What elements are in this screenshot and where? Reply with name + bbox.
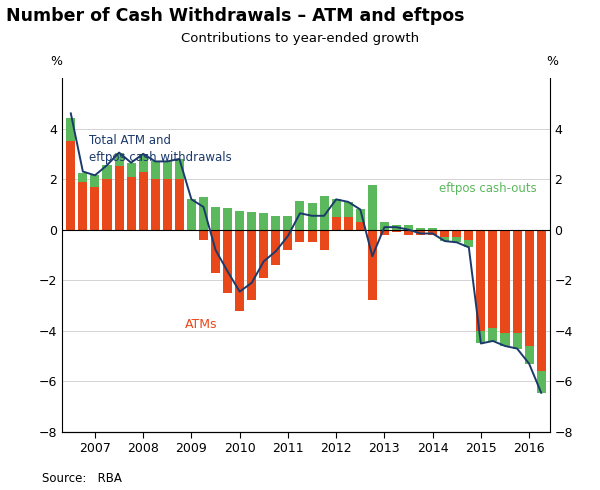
Bar [368, 230, 377, 300]
Bar [66, 119, 76, 141]
Bar [271, 230, 280, 265]
Bar [295, 200, 304, 230]
Bar [295, 230, 304, 243]
Bar [79, 182, 88, 230]
Bar [211, 230, 220, 272]
Bar [139, 154, 148, 172]
Bar [356, 222, 365, 230]
Bar [524, 346, 533, 364]
Bar [452, 230, 461, 237]
Bar [392, 230, 401, 232]
Bar [247, 212, 256, 230]
Bar [103, 165, 112, 179]
Bar [151, 161, 160, 179]
Bar [259, 230, 268, 278]
Bar [115, 152, 124, 167]
Bar [187, 199, 196, 230]
Bar [500, 333, 509, 346]
Bar [66, 141, 76, 230]
Bar [127, 176, 136, 230]
Bar [416, 230, 425, 235]
Bar [163, 161, 172, 179]
Bar [115, 167, 124, 230]
Bar [91, 175, 100, 187]
Bar [476, 331, 485, 343]
Bar [476, 230, 485, 331]
Bar [512, 333, 521, 348]
Bar [308, 203, 317, 230]
Text: Number of Cash Withdrawals – ATM and eftpos: Number of Cash Withdrawals – ATM and eft… [6, 7, 464, 25]
Bar [524, 230, 533, 346]
Bar [356, 209, 365, 222]
Bar [332, 217, 341, 230]
Bar [536, 371, 546, 393]
Text: Total ATM and: Total ATM and [89, 134, 171, 147]
Bar [428, 228, 437, 230]
Bar [223, 208, 232, 230]
Bar [259, 213, 268, 230]
Bar [223, 230, 232, 293]
Bar [91, 187, 100, 230]
Bar [416, 228, 425, 230]
Bar [103, 179, 112, 230]
Bar [175, 159, 184, 179]
Bar [392, 224, 401, 230]
Bar [235, 211, 244, 230]
Bar [464, 230, 473, 240]
Bar [79, 173, 88, 182]
Bar [235, 230, 244, 311]
Text: ATMs: ATMs [185, 318, 218, 331]
Bar [139, 172, 148, 230]
Bar [440, 230, 449, 237]
Bar [500, 230, 509, 333]
Bar [380, 230, 389, 235]
Bar [440, 237, 449, 241]
Bar [283, 216, 292, 230]
Bar [344, 202, 353, 217]
Bar [512, 230, 521, 333]
Bar [404, 224, 413, 230]
Bar [271, 216, 280, 230]
Bar [452, 237, 461, 243]
Bar [175, 179, 184, 230]
Bar [199, 230, 208, 240]
Bar [163, 179, 172, 230]
Bar [536, 230, 546, 371]
Bar [488, 328, 497, 341]
Text: eftpos cash-outs: eftpos cash-outs [439, 182, 536, 195]
Bar [368, 185, 377, 230]
Text: %: % [50, 55, 62, 68]
Bar [464, 240, 473, 247]
Text: Contributions to year-ended growth: Contributions to year-ended growth [181, 32, 419, 45]
Bar [320, 230, 329, 250]
Bar [283, 230, 292, 250]
Text: eftpos cash withdrawals: eftpos cash withdrawals [89, 151, 232, 164]
Bar [332, 199, 341, 217]
Bar [211, 207, 220, 230]
Bar [127, 163, 136, 176]
Bar [488, 230, 497, 328]
Text: %: % [546, 55, 558, 68]
Bar [344, 217, 353, 230]
Bar [428, 230, 437, 235]
Bar [404, 230, 413, 235]
Bar [151, 179, 160, 230]
Bar [308, 230, 317, 243]
Bar [380, 222, 389, 230]
Text: Source:   RBA: Source: RBA [42, 472, 122, 485]
Bar [199, 197, 208, 230]
Bar [247, 230, 256, 300]
Bar [320, 196, 329, 230]
